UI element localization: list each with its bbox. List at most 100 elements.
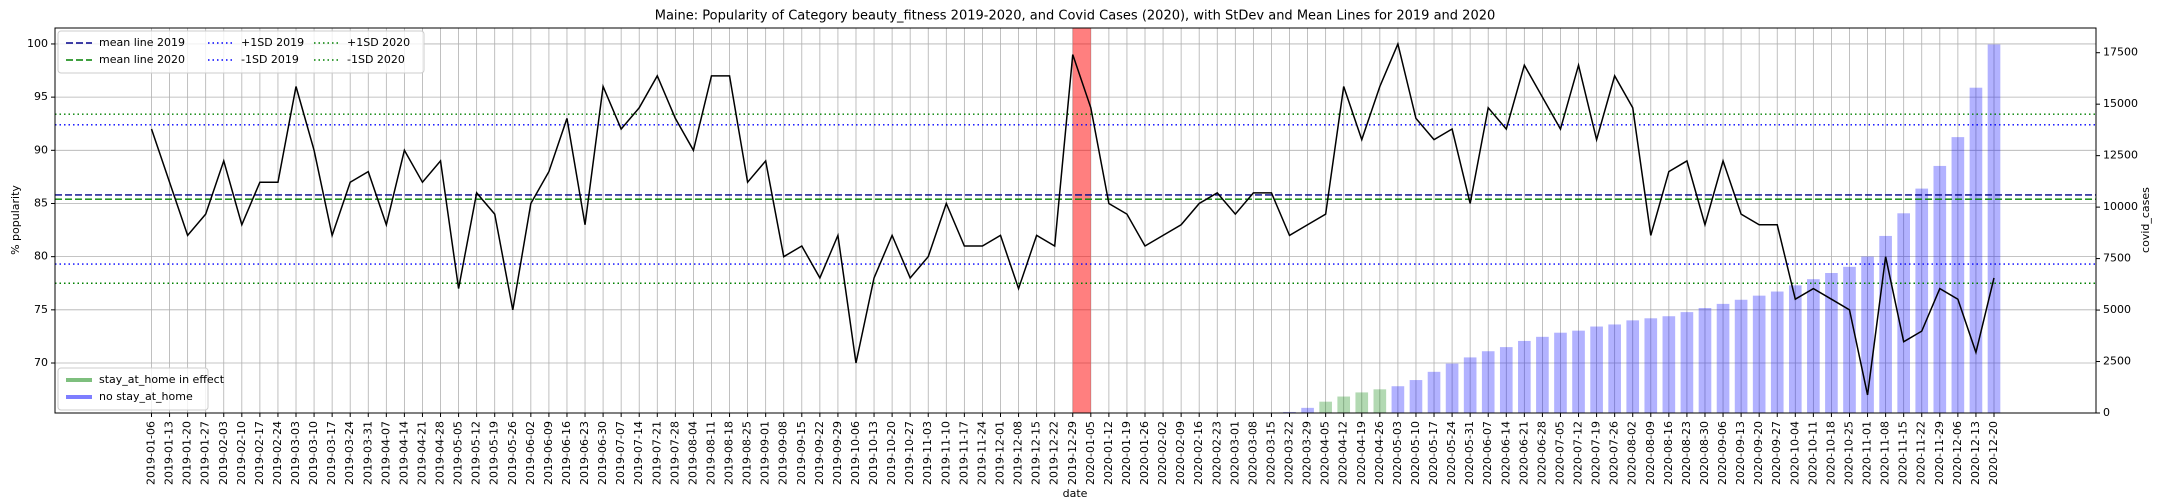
x-tick-label: 2020-01-19 <box>1120 421 1133 485</box>
x-tick-label: 2019-05-19 <box>488 421 501 485</box>
line <box>150 41 1995 396</box>
bar <box>1518 340 1531 413</box>
x-tick-label: 2019-04-21 <box>415 421 428 485</box>
bar <box>1770 291 1784 413</box>
bar <box>1590 326 1603 413</box>
x-axis-label: date <box>1063 487 1088 500</box>
y2-tick-label: 0 <box>2103 406 2110 419</box>
bar <box>1626 320 1640 413</box>
bar <box>1481 351 1495 413</box>
x-tick-label: 2019-01-27 <box>199 421 212 485</box>
bar <box>1788 285 1802 413</box>
bar <box>1572 330 1585 413</box>
y-tick-label: 90 <box>34 143 48 156</box>
legend-box <box>57 367 209 411</box>
x-tick-label: 2020-04-19 <box>1355 421 1368 485</box>
x-tick-label: 2020-03-22 <box>1283 421 1296 485</box>
x-tick-label: 2020-07-05 <box>1553 421 1566 485</box>
bar <box>1608 324 1621 413</box>
x-tick-label: 2019-01-13 <box>163 421 176 485</box>
bar <box>1897 213 1911 413</box>
legend-label: +1SD 2019 <box>241 36 304 49</box>
x-tick-label: 2019-11-03 <box>921 421 934 485</box>
x-tick-label: 2019-06-02 <box>524 421 537 485</box>
legend-box <box>57 30 425 74</box>
x-tick-label: 2019-08-11 <box>704 421 717 485</box>
x-tick-label: 2019-11-17 <box>957 421 970 485</box>
x-tick-label: 2019-10-06 <box>849 421 862 485</box>
x-tick-label: 2020-04-05 <box>1319 421 1332 485</box>
x-tick-label: 2020-11-22 <box>1915 421 1928 485</box>
x-tick-label: 2020-07-12 <box>1572 421 1585 485</box>
x-tick-label: 2020-09-27 <box>1770 421 1783 485</box>
x-tick-label: 2020-03-15 <box>1264 421 1277 485</box>
x-tick-label: 2020-08-23 <box>1680 421 1693 485</box>
x-tick-label: 2020-10-25 <box>1842 421 1855 485</box>
x-tick-label: 2020-05-17 <box>1427 421 1440 485</box>
x-tick-label: 2019-10-20 <box>885 421 898 485</box>
x-tick-label: 2020-09-13 <box>1734 421 1747 485</box>
x-tick-label: 2019-02-17 <box>253 421 266 485</box>
x-tick-label: 2019-12-08 <box>1012 421 1025 485</box>
x-tick-label: 2019-12-01 <box>993 421 1006 485</box>
bar <box>1662 316 1676 413</box>
x-tick-label: 2019-07-07 <box>614 421 627 485</box>
x-tick-label: 2019-07-21 <box>650 421 663 485</box>
x-tick-label: 2019-05-26 <box>506 421 519 485</box>
highlight-span <box>1072 28 1091 413</box>
legend-label: mean line 2019 <box>99 36 185 49</box>
y2-tick-label: 2500 <box>2103 355 2131 368</box>
x-tick-label: 2020-02-09 <box>1174 421 1187 485</box>
x-tick-label: 2020-11-08 <box>1879 421 1892 485</box>
bar <box>1499 347 1513 413</box>
x-tick-label: 2019-07-14 <box>632 421 645 485</box>
legend-label: no stay_at_home <box>99 390 193 403</box>
x-tick-label: 2020-03-01 <box>1228 421 1241 485</box>
x-tick-label: 2020-02-23 <box>1210 421 1223 485</box>
x-tick-label: 2020-05-24 <box>1445 421 1458 485</box>
bar <box>1951 137 1965 413</box>
x-tick-label: 2019-09-01 <box>759 421 772 485</box>
x-tick-label: 2019-08-04 <box>686 421 699 485</box>
bar <box>1445 363 1459 413</box>
x-tick-label: 2020-10-04 <box>1788 421 1801 485</box>
x-tick-label: 2019-03-17 <box>325 421 338 485</box>
x-tick-label: 2020-05-31 <box>1463 421 1476 485</box>
x-tick-label: 2020-06-14 <box>1499 421 1512 485</box>
x-tick-label: 2019-05-12 <box>470 421 483 485</box>
chart-title: Maine: Popularity of Category beauty_fit… <box>655 9 1496 24</box>
legend-label: +1SD 2020 <box>347 36 410 49</box>
x-tick-label: 2019-02-03 <box>217 421 230 485</box>
y2-tick-label: 10000 <box>2103 200 2138 213</box>
y-tick-label: 85 <box>34 196 48 209</box>
x-tick-label: 2019-12-15 <box>1030 421 1043 485</box>
bar <box>1987 44 2001 414</box>
x-tick-label: 2020-11-01 <box>1861 421 1874 485</box>
bar <box>1716 303 1730 413</box>
bar <box>1879 235 1892 413</box>
x-tick-label: 2019-03-10 <box>307 421 320 485</box>
x-tick-label: 2020-05-03 <box>1391 421 1404 485</box>
bar <box>1825 273 1838 413</box>
y-tick-label: 100 <box>27 37 48 50</box>
x-tick-label: 2020-12-13 <box>1969 421 1982 485</box>
bar <box>1427 371 1441 413</box>
x-tick-label: 2020-09-20 <box>1752 421 1765 485</box>
x-tick-label: 2019-04-14 <box>397 421 410 485</box>
bar <box>1915 188 1929 413</box>
x-tick-label: 2019-09-08 <box>777 421 790 485</box>
bar <box>1409 380 1423 413</box>
legend-label: stay_at_home in effect <box>99 373 225 386</box>
x-tick-label: 2020-01-12 <box>1102 421 1115 485</box>
legend-label: -1SD 2020 <box>347 53 405 66</box>
x-tick-label: 2020-02-16 <box>1192 421 1205 485</box>
bar <box>1355 392 1369 413</box>
x-tick-label: 2020-01-05 <box>1084 421 1097 485</box>
y2-tick-label: 15000 <box>2103 97 2138 110</box>
x-tick-label: 2019-03-31 <box>361 421 374 485</box>
x-tick-label: 2020-08-16 <box>1662 421 1675 485</box>
x-tick-label: 2020-09-06 <box>1716 421 1729 485</box>
bar <box>1644 318 1658 413</box>
y-tick-label: 75 <box>34 303 48 316</box>
x-tick-label: 2019-09-22 <box>813 421 826 485</box>
